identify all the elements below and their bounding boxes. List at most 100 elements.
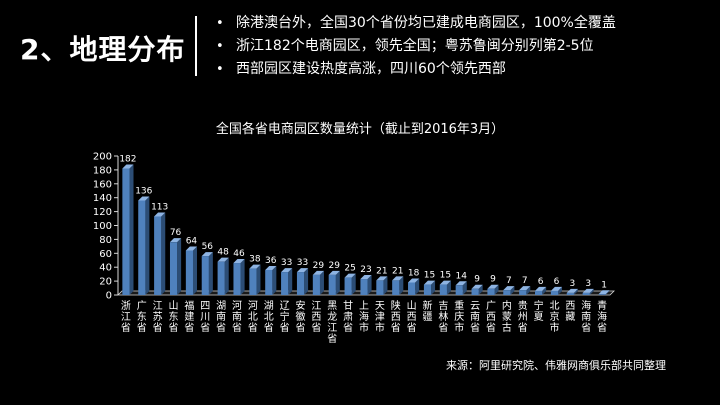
bar-top xyxy=(154,212,166,217)
bar-side xyxy=(526,286,531,295)
bar-side xyxy=(304,268,309,295)
bar-side xyxy=(415,278,420,295)
bar xyxy=(344,277,352,295)
bar-top xyxy=(169,238,182,243)
x-tick-label: 江苏省 xyxy=(153,300,163,334)
x-tick-label: 山西省 xyxy=(407,300,417,334)
bar-top xyxy=(408,278,420,283)
data-label: 9 xyxy=(490,275,496,285)
data-label: 38 xyxy=(249,255,261,265)
bar-side xyxy=(446,280,451,295)
x-tick-label: 云南省 xyxy=(470,301,480,334)
x-tick-label: 广西省 xyxy=(486,300,496,334)
bar-side xyxy=(319,270,324,295)
bar-top xyxy=(360,275,372,280)
bar-side xyxy=(129,164,134,295)
bullet-text: 除港澳台外，全国30个省份均已建成电商园区，100%全覆盖 xyxy=(236,15,616,31)
bar-top xyxy=(281,268,293,273)
bar xyxy=(519,290,527,295)
bullet-dot-icon: • xyxy=(216,39,224,54)
bar xyxy=(582,292,590,295)
bar xyxy=(154,216,162,295)
x-tick-label: 湖南省 xyxy=(216,300,226,334)
y-tick-label: 60 xyxy=(99,249,112,260)
data-label: 21 xyxy=(376,266,387,276)
data-label: 76 xyxy=(170,228,182,238)
bar xyxy=(217,261,225,295)
bar-top xyxy=(598,290,610,295)
bar-top xyxy=(519,286,531,291)
bar xyxy=(281,272,289,295)
x-tick-label: 宁夏 xyxy=(534,299,544,323)
data-label: 3 xyxy=(569,279,575,289)
bar-top xyxy=(471,284,483,289)
bar xyxy=(312,274,320,295)
bar xyxy=(328,274,336,295)
data-label: 56 xyxy=(202,242,214,252)
x-tick-label: 安徽省 xyxy=(296,299,306,334)
bar xyxy=(408,282,416,295)
bar xyxy=(439,284,447,295)
bar xyxy=(169,242,178,295)
bar-top xyxy=(582,288,594,293)
x-tick-label: 陕西省 xyxy=(391,299,401,334)
section-title: 2、地理分布 xyxy=(20,33,186,66)
y-tick-label: 140 xyxy=(93,193,112,204)
x-tick-label: 江西省 xyxy=(311,300,321,334)
x-tick-label: 湖北省 xyxy=(264,300,274,334)
data-label: 25 xyxy=(344,264,355,274)
data-label: 64 xyxy=(186,237,198,247)
x-tick-label: 天津市 xyxy=(375,301,385,334)
bar-side xyxy=(192,246,197,295)
x-tick-label: 辽宁省 xyxy=(280,300,290,334)
y-tick-label: 160 xyxy=(93,179,112,190)
bar-top xyxy=(122,164,134,169)
bar-side xyxy=(542,286,547,295)
data-label: 7 xyxy=(506,276,512,286)
x-tick-label: 上海市 xyxy=(359,300,369,334)
x-tick-label: 黑龙江省 xyxy=(327,300,337,345)
bar-side xyxy=(431,280,436,295)
bar-top xyxy=(217,257,229,262)
bullet-item: • 西部园区建设热度高涨，四川60个领先西部 xyxy=(214,58,616,81)
bar-top xyxy=(455,281,467,286)
data-label: 7 xyxy=(522,276,528,286)
x-tick-label: 河北省 xyxy=(248,300,258,334)
summary-bullets: • 除港澳台外，全国30个省份均已建成电商园区，100%全覆盖 • 浙江182个电商… xyxy=(214,12,616,81)
bar xyxy=(471,288,479,295)
bar-top xyxy=(312,270,324,275)
bar-top xyxy=(376,276,388,281)
source-note: 来源：阿里研究院、伟雅网商俱乐部共同整理 xyxy=(446,359,666,372)
x-tick-label: 吉林省 xyxy=(438,300,448,334)
y-tick-label: 200 xyxy=(93,152,112,163)
x-tick-label: 西藏 xyxy=(565,301,575,323)
bar-side xyxy=(256,264,261,295)
data-label: 15 xyxy=(440,271,451,281)
bar xyxy=(598,294,606,295)
bar-top xyxy=(138,196,150,201)
bullet-item: • 除港澳台外，全国30个省份均已建成电商园区，100%全覆盖 xyxy=(214,12,616,35)
bar-top xyxy=(249,264,261,269)
bar-side xyxy=(383,276,388,295)
bar xyxy=(455,285,463,295)
bar-top xyxy=(185,246,197,251)
bar xyxy=(376,280,384,295)
bar xyxy=(122,168,130,295)
bar-top xyxy=(392,276,404,281)
data-label: 29 xyxy=(329,261,341,271)
bar-top xyxy=(487,284,499,289)
data-label: 18 xyxy=(408,268,420,278)
bar-top xyxy=(550,286,563,291)
bar-chart: 全国各省电商园区数量统计（截止到2016年3月） 020406080100120… xyxy=(93,121,615,345)
bar xyxy=(423,284,432,295)
bar-top xyxy=(328,270,340,275)
data-label: 46 xyxy=(233,249,245,259)
bar-top xyxy=(233,259,245,264)
bar xyxy=(233,263,241,295)
data-label: 33 xyxy=(297,258,308,268)
bar xyxy=(201,256,209,295)
x-tick-label: 北京市 xyxy=(549,300,559,334)
bar-side xyxy=(558,286,563,295)
x-tick-label: 河南省 xyxy=(232,300,242,334)
x-tick-label: 浙江省 xyxy=(121,300,131,334)
